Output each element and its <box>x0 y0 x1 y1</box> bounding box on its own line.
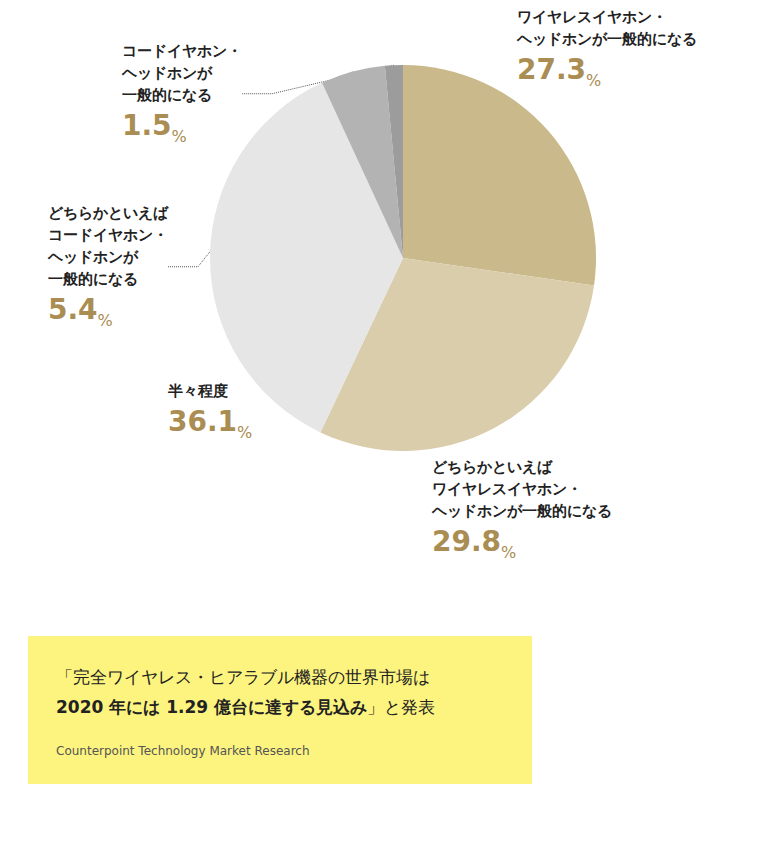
svg-text:36.1: 36.1 <box>168 405 237 438</box>
svg-text:ヘッドホンが: ヘッドホンが <box>47 248 139 266</box>
svg-text:1.5: 1.5 <box>122 109 172 142</box>
svg-text:ヘッドホンが一般的になる: ヘッドホンが一般的になる <box>431 502 612 520</box>
svg-text:Counterpoint Technology Market: Counterpoint Technology Market Research <box>56 744 310 758</box>
svg-text:コードイヤホン・: コードイヤホン・ <box>48 226 168 244</box>
svg-text:%: % <box>586 71 601 90</box>
svg-text:どちらかといえば: どちらかといえば <box>48 204 169 222</box>
svg-text:5.4: 5.4 <box>48 293 98 326</box>
svg-text:「完全ワイヤレス・ヒアラブル機器の世界市場は: 「完全ワイヤレス・ヒアラブル機器の世界市場は <box>56 667 430 687</box>
svg-text:29.8: 29.8 <box>432 525 501 558</box>
svg-text:%: % <box>501 543 516 562</box>
svg-text:ワイヤレスイヤホン・: ワイヤレスイヤホン・ <box>432 480 582 498</box>
svg-text:一般的になる: 一般的になる <box>122 86 212 104</box>
svg-text:」と発表: 」と発表 <box>367 697 435 717</box>
svg-text:%: % <box>237 423 252 442</box>
svg-text:半々程度: 半々程度 <box>167 382 228 400</box>
svg-text:どちらかといえば: どちらかといえば <box>432 458 553 476</box>
svg-text:ヘッドホンが一般的になる: ヘッドホンが一般的になる <box>516 30 697 48</box>
svg-text:一般的になる: 一般的になる <box>48 270 138 288</box>
svg-text:ワイヤレスイヤホン・: ワイヤレスイヤホン・ <box>517 8 667 26</box>
svg-text:%: % <box>98 311 113 330</box>
svg-text:27.3: 27.3 <box>517 53 586 86</box>
svg-text:コードイヤホン・: コードイヤホン・ <box>122 42 242 60</box>
svg-text:%: % <box>172 127 187 146</box>
svg-text:ヘッドホンが: ヘッドホンが <box>121 64 213 82</box>
svg-text:2020 年には 1.29 億台に達する見込み: 2020 年には 1.29 億台に達する見込み <box>56 697 367 717</box>
